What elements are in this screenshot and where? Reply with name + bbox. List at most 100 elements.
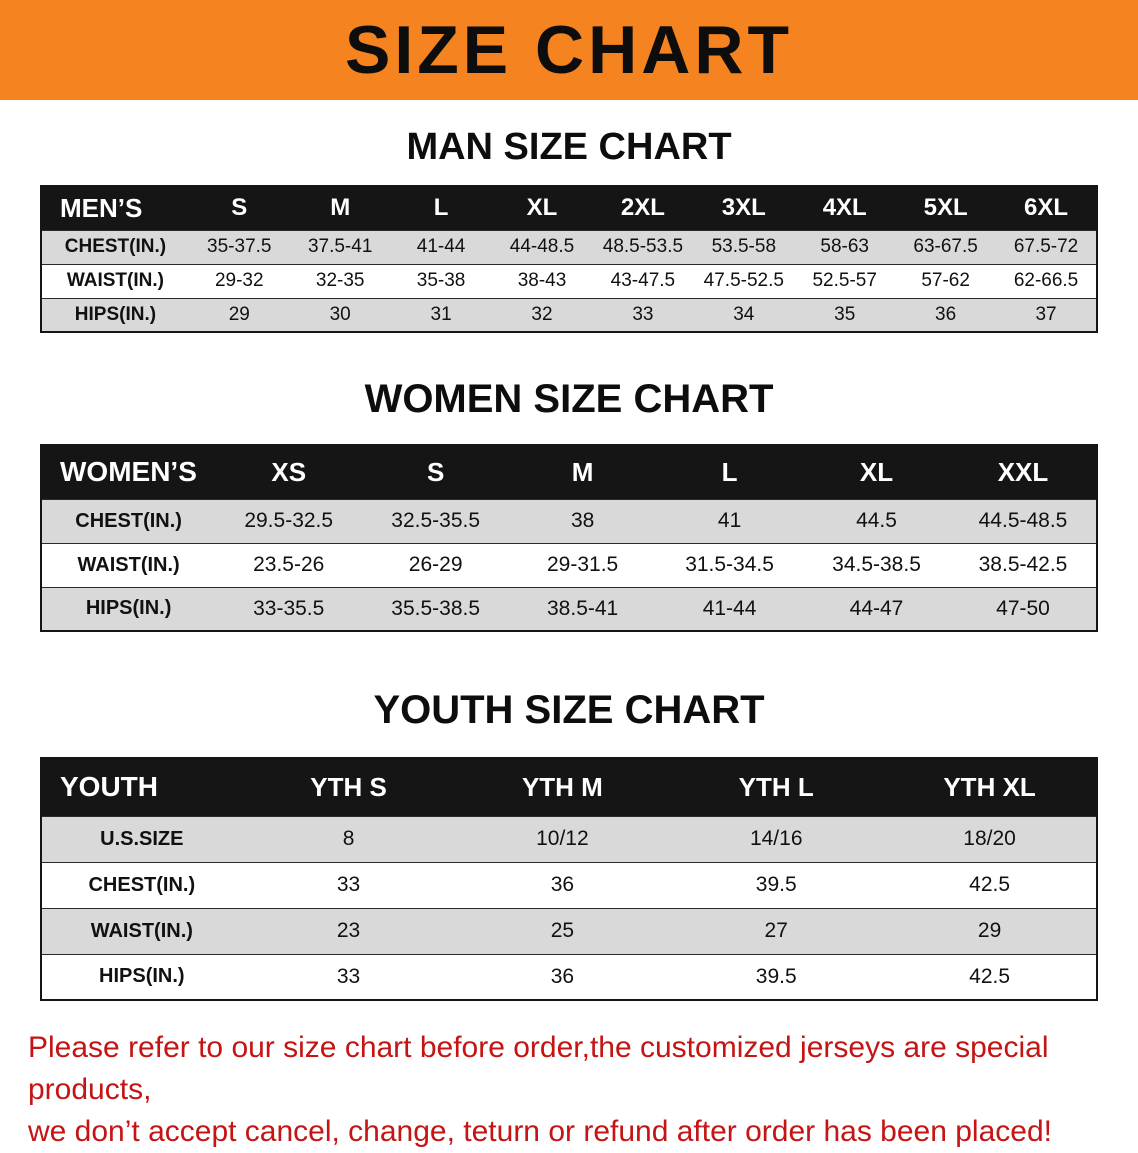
size-value: 63-67.5	[895, 229, 997, 264]
women-section-heading: WOMEN SIZE CHART	[364, 377, 774, 421]
size-value: 32	[491, 297, 593, 332]
size-value: 38.5-41	[509, 586, 657, 631]
size-value: 18/20	[883, 815, 1097, 862]
women-size-col-header: XL	[803, 445, 950, 499]
men-size-col-header: M	[289, 186, 391, 230]
size-value: 44.5-48.5	[950, 498, 1097, 543]
size-value: 39.5	[669, 953, 884, 1000]
size-value: 41	[656, 498, 804, 543]
women-size-col-header: XS	[215, 445, 363, 499]
youth-size-col-header: YTH L	[669, 758, 884, 816]
youth-size-col-header: YTH M	[455, 758, 670, 816]
size-value: 47-50	[950, 586, 1097, 631]
women-size-col-header: L	[656, 445, 804, 499]
size-value: 27	[669, 907, 884, 954]
size-value: 44-47	[803, 586, 950, 631]
size-value: 29.5-32.5	[215, 498, 363, 543]
women-hips-row: HIPS(IN.) 33-35.5 35.5-38.5 38.5-41 41-4…	[41, 586, 1097, 631]
size-value: 26-29	[362, 542, 510, 587]
size-value: 47.5-52.5	[693, 263, 795, 298]
men-size-col-header: 3XL	[693, 186, 795, 230]
size-value: 23	[241, 907, 456, 954]
size-value: 36	[455, 953, 670, 1000]
row-label: U.S.SIZE	[41, 815, 242, 862]
youth-chest-row: CHEST(IN.) 33 36 39.5 42.5	[41, 861, 1097, 908]
size-value: 42.5	[883, 861, 1097, 908]
size-value: 35.5-38.5	[362, 586, 510, 631]
size-value: 8	[241, 815, 456, 862]
men-chest-row: CHEST(IN.) 35-37.5 37.5-41 41-44 44-48.5…	[41, 229, 1097, 264]
size-value: 29	[188, 297, 290, 332]
men-header-row: MEN’S S M L XL 2XL 3XL 4XL 5XL 6XL	[41, 186, 1097, 230]
size-value: 52.5-57	[794, 263, 896, 298]
women-header-row: WOMEN’S XS S M L XL XXL	[41, 445, 1097, 499]
men-size-col-header: S	[188, 186, 290, 230]
size-value: 41-44	[656, 586, 804, 631]
men-size-col-header: 5XL	[895, 186, 997, 230]
banner-title: SIZE CHART	[345, 12, 793, 88]
men-section-heading: MAN SIZE CHART	[406, 126, 732, 168]
banner: SIZE CHART	[0, 0, 1138, 100]
men-size-col-header: 6XL	[996, 186, 1097, 230]
youth-size-table: YOUTH YTH S YTH M YTH L YTH XL U.S.SIZE …	[40, 757, 1098, 1001]
men-hips-row: HIPS(IN.) 29 30 31 32 33 34 35 36 37	[41, 297, 1097, 332]
youth-size-col-header: YTH S	[241, 758, 456, 816]
size-value: 57-62	[895, 263, 997, 298]
size-value: 29	[883, 907, 1097, 954]
size-value: 67.5-72	[996, 229, 1097, 264]
size-value: 48.5-53.5	[592, 229, 694, 264]
youth-ussize-row: U.S.SIZE 8 10/12 14/16 18/20	[41, 815, 1097, 862]
women-chest-row: CHEST(IN.) 29.5-32.5 32.5-35.5 38 41 44.…	[41, 498, 1097, 543]
row-label: WAIST(IN.)	[41, 907, 242, 954]
row-label: HIPS(IN.)	[41, 297, 189, 332]
size-value: 31.5-34.5	[656, 542, 804, 587]
size-value: 29-31.5	[509, 542, 657, 587]
size-value: 35-37.5	[188, 229, 290, 264]
size-value: 53.5-58	[693, 229, 795, 264]
size-value: 58-63	[794, 229, 896, 264]
row-label: HIPS(IN.)	[41, 586, 216, 631]
disclaimer: Please refer to our size chart before or…	[28, 1027, 1138, 1153]
row-label: CHEST(IN.)	[41, 861, 242, 908]
size-value: 38	[509, 498, 657, 543]
size-value: 42.5	[883, 953, 1097, 1000]
size-value: 43-47.5	[592, 263, 694, 298]
size-value: 36	[895, 297, 997, 332]
size-value: 38-43	[491, 263, 593, 298]
row-label: HIPS(IN.)	[41, 953, 242, 1000]
size-value: 14/16	[669, 815, 884, 862]
size-value: 62-66.5	[996, 263, 1097, 298]
size-value: 32.5-35.5	[362, 498, 510, 543]
youth-waist-row: WAIST(IN.) 23 25 27 29	[41, 907, 1097, 954]
size-value: 29-32	[188, 263, 290, 298]
disclaimer-line-2: we don’t accept cancel, change, teturn o…	[28, 1115, 1052, 1148]
size-value: 44-48.5	[491, 229, 593, 264]
row-label: WAIST(IN.)	[41, 263, 189, 298]
women-size-table: WOMEN’S XS S M L XL XXL CHEST(IN.) 29.5-…	[40, 444, 1098, 632]
women-size-col-header: XXL	[950, 445, 1097, 499]
disclaimer-line-1: Please refer to our size chart before or…	[28, 1031, 1049, 1106]
size-value: 37	[996, 297, 1097, 332]
youth-hips-row: HIPS(IN.) 33 36 39.5 42.5	[41, 953, 1097, 1000]
size-value: 33	[241, 953, 456, 1000]
youth-corner-label: YOUTH	[41, 758, 242, 816]
men-section: MAN SIZE CHART MEN’S S M L XL 2XL 3XL 4X…	[0, 126, 1138, 333]
size-value: 30	[289, 297, 391, 332]
women-section: WOMEN SIZE CHART WOMEN’S XS S M L XL XXL	[0, 377, 1138, 632]
men-size-col-header: 2XL	[592, 186, 694, 230]
size-value: 35-38	[390, 263, 492, 298]
size-value: 31	[390, 297, 492, 332]
men-size-col-header: 4XL	[794, 186, 896, 230]
size-value: 38.5-42.5	[950, 542, 1097, 587]
size-value: 41-44	[390, 229, 492, 264]
women-waist-row: WAIST(IN.) 23.5-26 26-29 29-31.5 31.5-34…	[41, 542, 1097, 587]
men-size-col-header: XL	[491, 186, 593, 230]
men-corner-label: MEN’S	[41, 186, 189, 230]
size-value: 39.5	[669, 861, 884, 908]
size-value: 36	[455, 861, 670, 908]
youth-header-row: YOUTH YTH S YTH M YTH L YTH XL	[41, 758, 1097, 816]
size-value: 34	[693, 297, 795, 332]
youth-section: YOUTH SIZE CHART YOUTH YTH S YTH M YTH L…	[0, 688, 1138, 1001]
women-size-col-header: M	[509, 445, 657, 499]
women-size-col-header: S	[362, 445, 510, 499]
